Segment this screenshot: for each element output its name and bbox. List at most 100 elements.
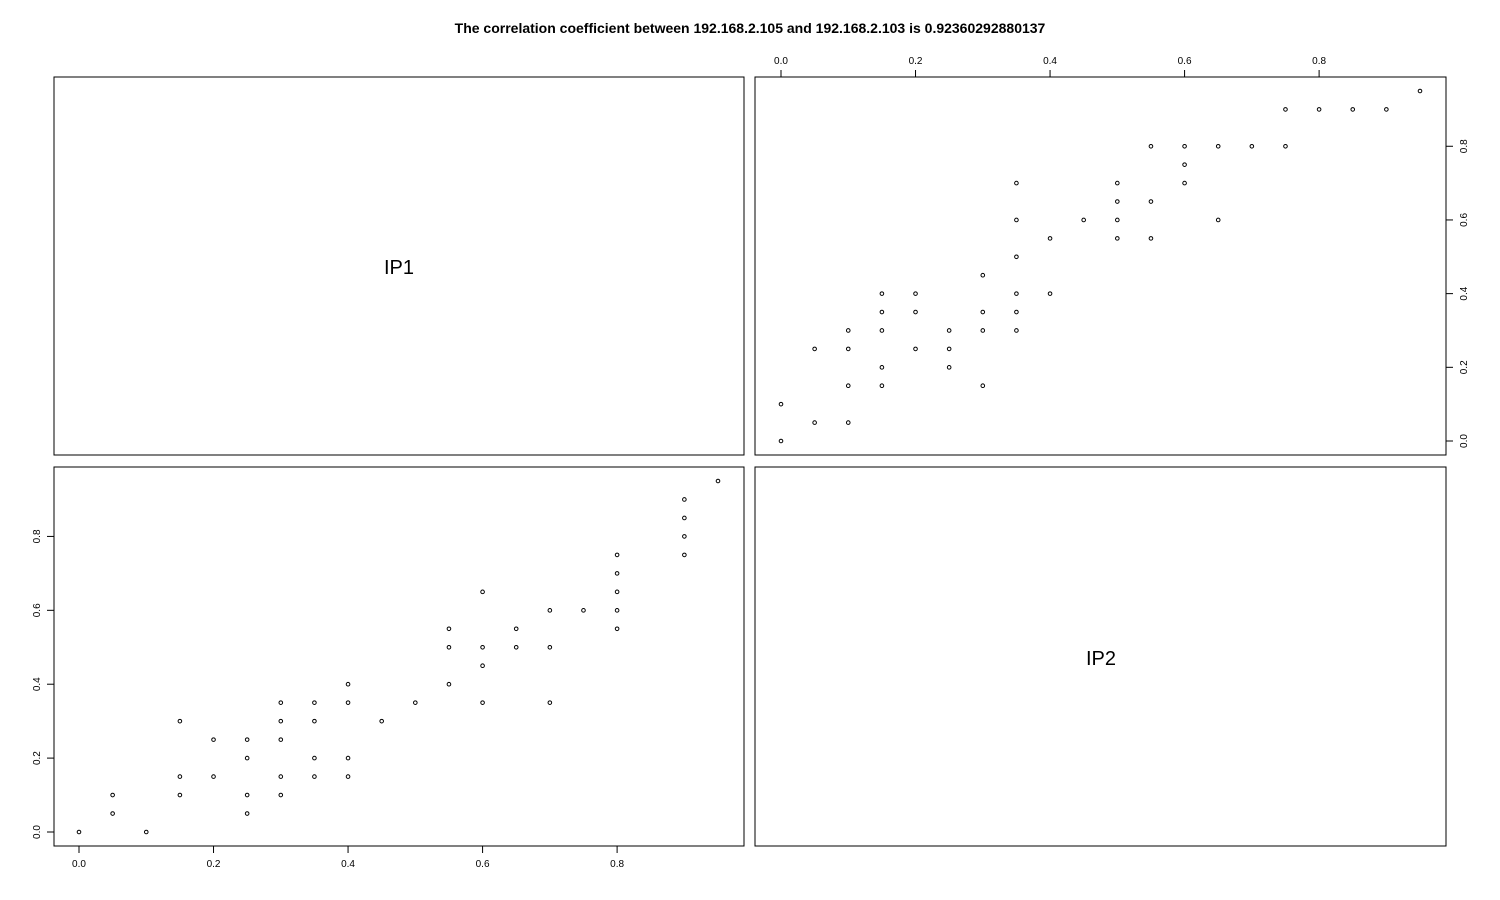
panel-diagonal-ip2: IP2 [754, 466, 1447, 847]
data-point [177, 774, 183, 779]
data-point [1014, 328, 1019, 333]
data-point [682, 534, 687, 539]
data-point [547, 608, 553, 613]
data-point [345, 681, 351, 687]
data-point [1014, 217, 1019, 223]
data-point [413, 700, 418, 705]
data-point [715, 478, 721, 484]
data-point [547, 700, 553, 705]
data-point [1215, 143, 1221, 149]
y-axis-tick-label: 0.6 [1459, 213, 1470, 227]
y-axis-tick-label: 0.2 [32, 751, 43, 765]
data-point [980, 383, 986, 389]
data-point [614, 571, 620, 576]
data-point [446, 644, 452, 650]
data-point [278, 737, 284, 742]
data-point [879, 309, 885, 315]
data-point [211, 737, 216, 742]
data-point [879, 383, 885, 389]
data-point [211, 774, 216, 779]
data-point [682, 497, 687, 502]
data-point [278, 792, 284, 798]
panel-frame [754, 76, 1447, 456]
data-point [946, 346, 952, 352]
data-point [278, 718, 284, 724]
y-axis-tick-label: 0.4 [32, 677, 43, 691]
data-point [1081, 217, 1086, 223]
data-point [1014, 309, 1019, 315]
data-point [1014, 254, 1019, 260]
data-point [581, 608, 586, 613]
data-point [946, 365, 952, 370]
y-axis-tick-label: 0.0 [32, 825, 43, 839]
diagonal-label-ip2: IP2 [1086, 648, 1116, 670]
chart-title: The correlation coefficient between 192.… [454, 20, 1046, 36]
data-point [879, 291, 885, 296]
data-point [244, 811, 250, 816]
data-point [177, 718, 183, 724]
data-point [879, 328, 885, 333]
x-axis-tick-label: 0.4 [1043, 56, 1057, 67]
scatter-panel-top-right [754, 76, 1447, 456]
panel-frame [754, 466, 1447, 847]
data-point [278, 774, 284, 779]
scatter-panel-bottom-left [53, 466, 745, 847]
data-point [1148, 236, 1154, 241]
x-axis-tick-label: 0.2 [207, 859, 221, 870]
data-point [845, 420, 851, 425]
data-point [812, 420, 817, 425]
data-point [345, 755, 351, 761]
data-point [1384, 107, 1389, 112]
y-axis-tick-label: 0.0 [1459, 434, 1470, 448]
data-point [1115, 199, 1120, 204]
data-point [1283, 143, 1288, 149]
data-point [1014, 291, 1019, 296]
data-point [845, 346, 851, 352]
data-point [312, 774, 317, 779]
data-point [110, 811, 115, 816]
data-point [480, 644, 485, 650]
data-point [614, 589, 620, 595]
data-point [345, 700, 351, 705]
data-point [778, 438, 784, 444]
data-point [1283, 107, 1288, 112]
data-point [1215, 217, 1221, 223]
data-point [980, 328, 986, 333]
data-point [946, 328, 952, 333]
data-point [312, 718, 317, 724]
data-point [312, 700, 317, 705]
data-point [778, 401, 784, 407]
data-point [345, 774, 351, 779]
data-point [614, 626, 620, 632]
y-axis-tick-label: 0.4 [1459, 286, 1470, 300]
data-point [879, 365, 885, 370]
y-axis-tick-label: 0.6 [32, 603, 43, 617]
panel-frame [53, 76, 745, 456]
data-point [547, 644, 553, 650]
data-point [1249, 143, 1255, 149]
data-point [1115, 217, 1120, 223]
data-point [76, 829, 82, 835]
data-point [1148, 199, 1154, 204]
x-axis-tick-label: 0.0 [72, 859, 86, 870]
data-point [480, 589, 485, 595]
data-point [913, 291, 918, 296]
data-point [1350, 107, 1356, 112]
data-point [845, 328, 851, 333]
data-point [244, 737, 250, 742]
y-axis-tick-label: 0.2 [1459, 360, 1470, 374]
data-point [1182, 143, 1187, 149]
data-point [379, 718, 384, 724]
data-point [446, 626, 452, 632]
y-axis-tick-label: 0.8 [1459, 139, 1470, 153]
data-point [446, 681, 452, 687]
data-point [1115, 180, 1120, 186]
data-point [480, 663, 485, 669]
x-axis-tick-label: 0.8 [1312, 56, 1326, 67]
data-point [980, 309, 986, 315]
data-point [480, 700, 485, 705]
data-point [1014, 180, 1019, 186]
diagonal-label-ip1: IP1 [384, 257, 414, 279]
data-point [1316, 107, 1322, 112]
